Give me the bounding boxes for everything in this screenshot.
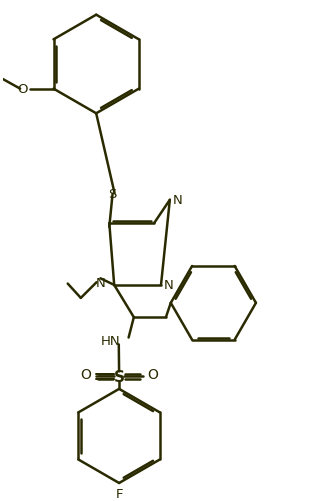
Text: O: O: [17, 83, 28, 96]
Text: N: N: [164, 279, 174, 292]
Text: O: O: [80, 368, 90, 382]
Text: S: S: [114, 369, 125, 384]
Text: F: F: [115, 487, 123, 500]
Text: N: N: [96, 276, 105, 289]
Text: N: N: [173, 194, 183, 207]
Text: S: S: [109, 188, 117, 201]
Text: HN: HN: [101, 334, 121, 347]
Text: O: O: [147, 368, 158, 382]
